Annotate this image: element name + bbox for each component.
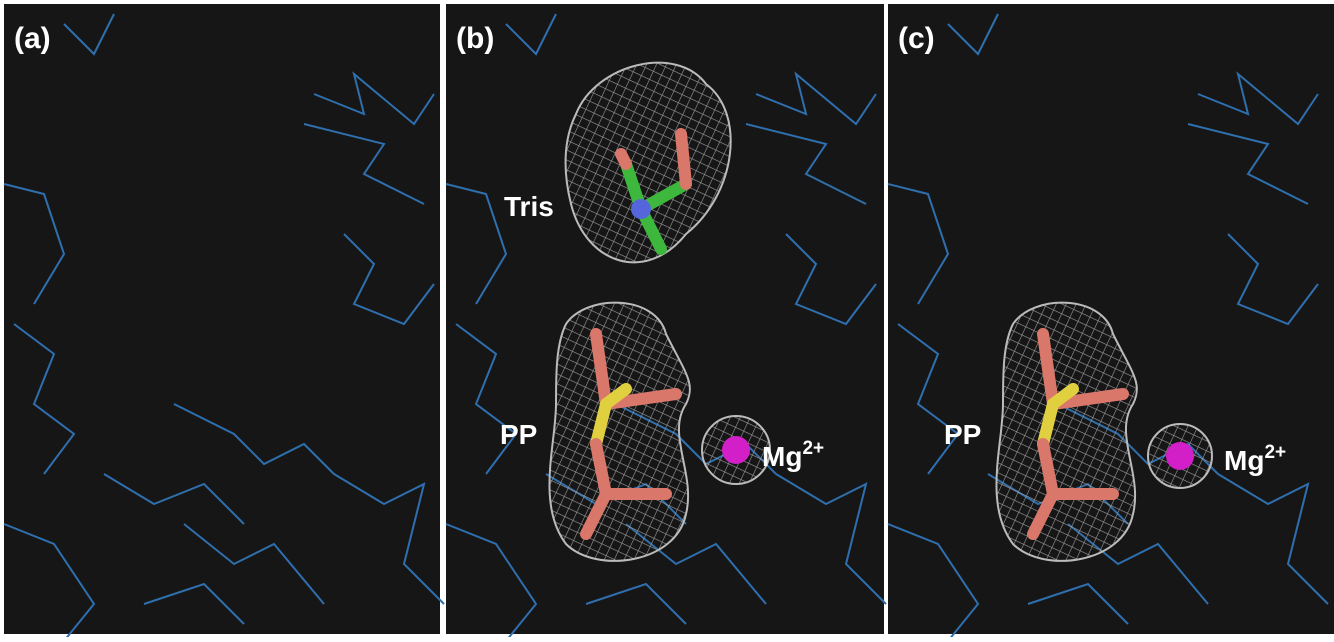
stick [681,134,686,184]
ion-name: Mg [762,441,802,472]
panel-label: (c) [898,22,935,55]
mg-ion [722,436,750,464]
ion-name: Mg [1224,445,1264,476]
mg-ion [1166,442,1194,470]
page: (a) Tris PP Mg2+ (b) [0,0,1334,637]
annotation: PP [500,419,537,450]
panel-b: Tris PP Mg2+ (b) [446,4,886,637]
density-mesh [996,303,1136,561]
panel-a: (a) [4,4,444,637]
ion-charge: 2+ [1264,442,1286,463]
ion-charge: 2+ [802,438,824,459]
panel-label: (a) [14,22,51,55]
panel-bg [4,4,440,634]
panel-label: (b) [456,22,494,55]
panel-c: PP Mg2+ (c) [888,4,1334,637]
figure: (a) Tris PP Mg2+ (b) [0,0,1334,637]
density-mesh [549,303,689,561]
annotation: Tris [504,191,554,222]
stick [621,154,626,164]
stick [631,199,651,219]
annotation: PP [944,419,981,450]
